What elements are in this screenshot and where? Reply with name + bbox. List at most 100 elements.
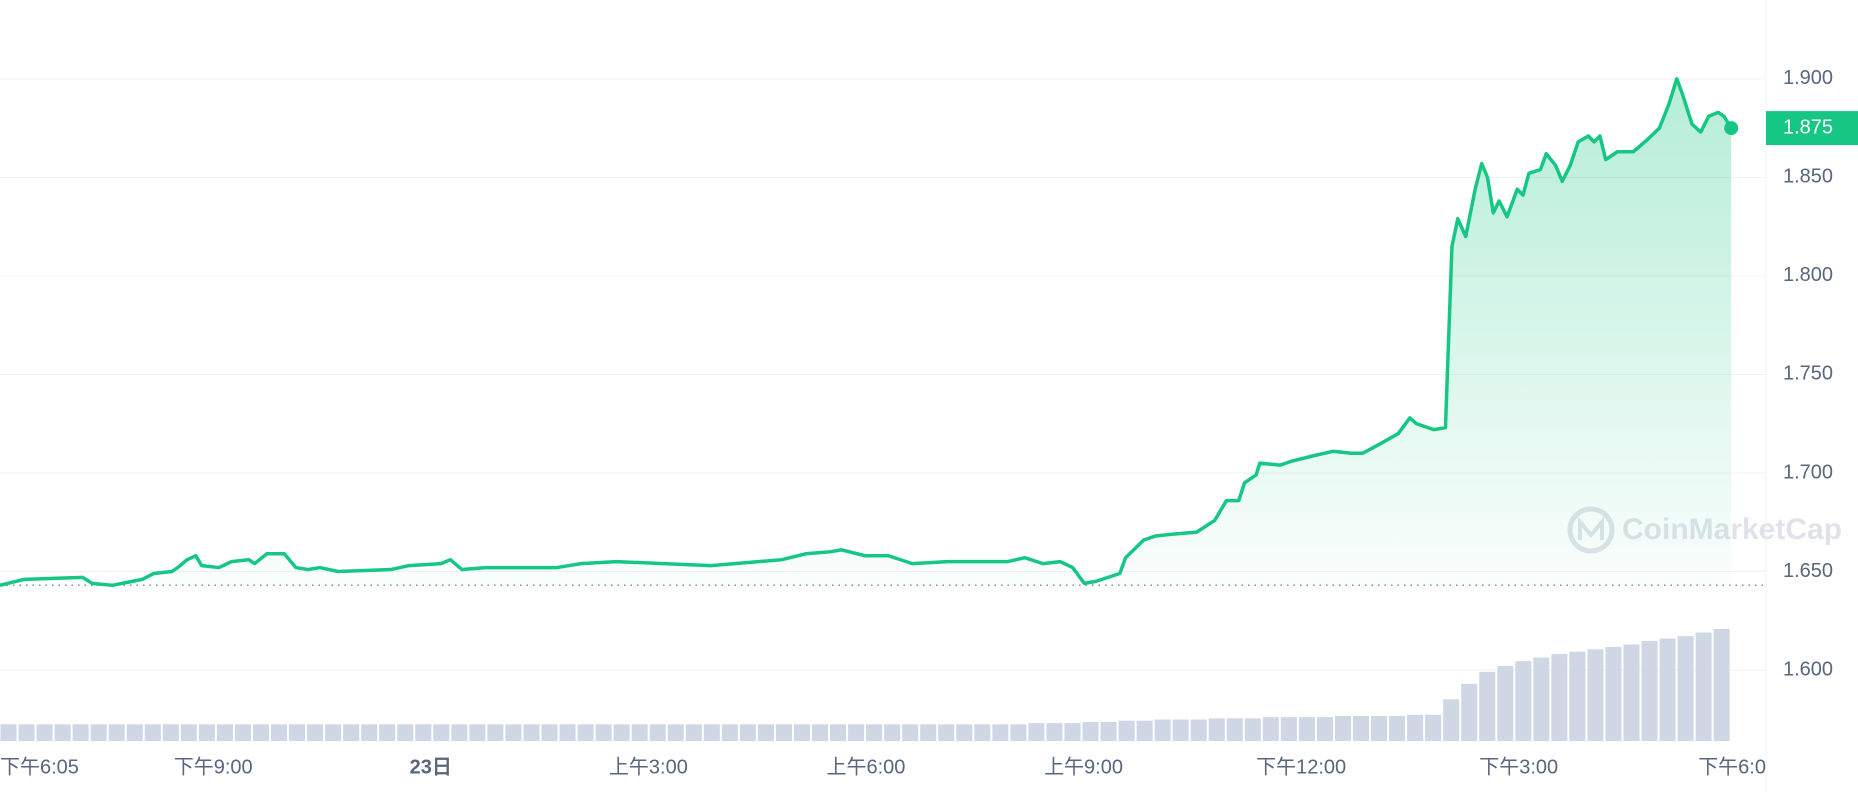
volume-bar <box>974 724 991 741</box>
volume-bar <box>1641 640 1658 741</box>
volume-bar <box>830 724 847 741</box>
y-tick-label: 1.600 <box>1783 658 1833 680</box>
last-price-box <box>1766 111 1858 146</box>
volume-bar <box>1154 719 1171 741</box>
price-line <box>0 77 1733 588</box>
volume-bar <box>198 724 215 741</box>
volume-bar <box>523 724 540 741</box>
volume-bar <box>505 724 522 741</box>
volume-bar <box>1136 720 1153 741</box>
volume-bar <box>1298 717 1315 741</box>
volume-bar <box>1461 683 1478 741</box>
volume-bar <box>108 724 125 741</box>
volume-bar <box>1605 646 1622 741</box>
y-tick-label: 1.800 <box>1783 264 1833 286</box>
volume-bar <box>379 724 396 741</box>
x-tick-label: 下午3:00 <box>1479 755 1558 778</box>
volume-bar <box>1334 715 1351 741</box>
volume-bar <box>325 724 342 741</box>
volume-bar <box>938 724 955 741</box>
volume-bar <box>541 724 558 741</box>
volume-bar <box>1443 699 1460 741</box>
volume-bar <box>1479 671 1496 741</box>
volume-bar <box>1280 717 1297 741</box>
volume-bar <box>1172 719 1189 741</box>
volume-bar <box>902 724 919 741</box>
volume-bar <box>234 724 251 741</box>
volume-bar <box>1497 665 1514 741</box>
volume-bar <box>1316 717 1333 741</box>
last-point <box>1724 121 1739 136</box>
y-tick-label: 1.850 <box>1783 166 1833 188</box>
volume-bar <box>721 724 738 741</box>
volume-bar <box>397 724 414 741</box>
volume-bar <box>451 724 468 741</box>
volume-bar <box>18 724 35 741</box>
volume-bar <box>811 724 829 741</box>
volume-bar <box>685 724 702 741</box>
y-tick-label: 1.900 <box>1783 67 1833 89</box>
volume-bar <box>216 724 233 741</box>
volume-bar <box>1407 714 1424 741</box>
volume-bar <box>90 724 107 741</box>
volume-bar <box>1713 629 1730 741</box>
volume-bar <box>848 724 865 741</box>
volume-bar <box>0 724 17 741</box>
volume-bar <box>1244 718 1261 741</box>
volume-bar <box>595 724 612 741</box>
x-tick-label: 下午12:00 <box>1256 755 1346 778</box>
volume-bar <box>1028 723 1045 741</box>
x-tick-label: 23日 <box>410 756 452 778</box>
volume-bar <box>1208 718 1225 741</box>
volume-bar <box>1226 718 1243 741</box>
volume-bar <box>956 724 973 741</box>
y-tick-label: 1.700 <box>1783 461 1833 483</box>
volume-bar <box>559 724 576 741</box>
area <box>0 78 1732 586</box>
volume-bar <box>144 724 161 741</box>
volume-bar <box>361 724 378 741</box>
volume-bar <box>1569 651 1586 741</box>
volume-bar <box>649 724 666 741</box>
x-tick-label: 上午9:00 <box>1044 755 1123 778</box>
volume-bar <box>866 724 883 741</box>
volume-bar <box>415 724 432 741</box>
volume-bar <box>920 724 937 741</box>
volume-bar <box>1010 724 1027 741</box>
volume-bar <box>613 724 630 741</box>
volume-bar <box>36 724 53 741</box>
volume-bar <box>343 724 360 741</box>
volume-bar <box>1425 714 1442 741</box>
volume-bar <box>1677 636 1694 741</box>
volume-bar <box>1082 721 1099 741</box>
volume-bar <box>54 724 71 741</box>
y-tick-label: 1.650 <box>1783 560 1833 582</box>
volume-bar <box>1100 721 1117 741</box>
volume-bar <box>667 724 684 741</box>
volume-bar <box>469 724 486 741</box>
volume-bar <box>739 724 756 741</box>
volume-bar <box>1064 723 1081 741</box>
volume-bar <box>1262 717 1279 741</box>
volume-bar <box>487 724 504 741</box>
x-tick-label: 上午6:00 <box>826 755 905 778</box>
volume-bar <box>703 724 720 741</box>
volume-bar <box>1695 632 1712 741</box>
volume-bar <box>126 724 143 741</box>
volume-bar <box>884 724 901 741</box>
volume-bar <box>252 724 269 741</box>
volume-bar <box>1623 644 1640 741</box>
volume-bar <box>162 724 179 741</box>
volume-bar <box>433 724 450 741</box>
x-tick-label: 下午6:05 <box>0 755 79 778</box>
x-tick-label: 下午6:0 <box>1698 755 1766 778</box>
x-tick-label: 下午9:00 <box>174 755 253 778</box>
volume-bar <box>180 724 197 741</box>
volume-bar <box>289 724 306 741</box>
volume-bar <box>757 724 774 741</box>
volume-bar <box>1551 654 1568 741</box>
volume-bar <box>1352 715 1370 741</box>
volume-bar <box>992 724 1009 741</box>
